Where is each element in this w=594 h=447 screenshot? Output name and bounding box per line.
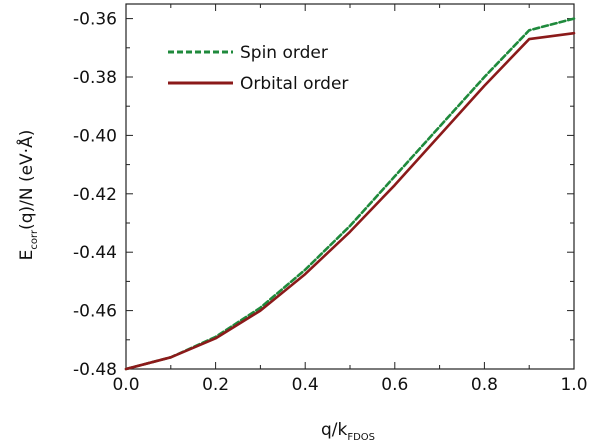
y-tick-label: -0.36 [73, 10, 117, 30]
x-tick-label: 1.0 [560, 375, 587, 395]
y-tick-label: -0.48 [73, 360, 117, 380]
y-tick-label: -0.44 [73, 243, 117, 263]
legend: Spin order Orbital order [168, 43, 348, 94]
y-axis-label-rest: (q)/N (eV·Å) [15, 130, 37, 230]
x-axis-label-sub: FDOS [347, 432, 375, 443]
x-tick-label: 0.0 [112, 375, 139, 395]
series-line-orbital-order [124, 31, 576, 371]
x-axis-ticks: 0.0 0.2 0.4 0.6 0.8 1.0 [112, 4, 588, 395]
legend-label-spin-order: Spin order [240, 43, 328, 63]
x-axis-label-main: q/k [321, 420, 348, 440]
x-tick-label: 0.4 [292, 375, 319, 395]
plot-frame [125, 3, 575, 370]
y-tick-label: -0.40 [73, 126, 117, 146]
y-axis-label-main: E [17, 250, 37, 261]
series-line-spin-order [124, 17, 576, 371]
x-tick-label: 0.2 [202, 375, 229, 395]
legend-label-orbital-order: Orbital order [240, 74, 348, 94]
x-tick-label: 0.6 [381, 375, 408, 395]
x-tick-label: 0.8 [471, 375, 498, 395]
y-axis-label: Ecorr(q)/N (eV·Å) [15, 130, 40, 261]
x-axis-label: q/kFDOS [321, 420, 375, 443]
series-layer [124, 17, 576, 371]
y-tick-label: -0.38 [73, 68, 117, 88]
y-axis-ticks: -0.36 -0.38 -0.40 -0.42 -0.44 -0.46 -0.48 [73, 10, 574, 380]
y-tick-label: -0.46 [73, 302, 117, 322]
y-tick-label: -0.42 [73, 185, 117, 205]
y-axis-label-sub: corr [29, 229, 40, 250]
